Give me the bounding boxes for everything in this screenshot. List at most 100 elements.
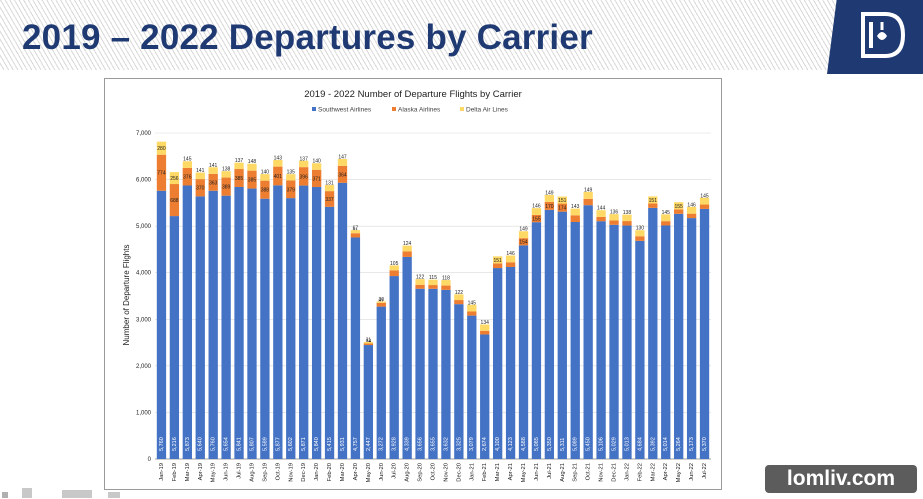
bar-southwest-airlines bbox=[350, 237, 361, 459]
bar-delta-air-lines bbox=[234, 162, 244, 170]
y-tick-label: 5,000 bbox=[136, 224, 152, 230]
bar-value-label: 5,013 bbox=[624, 437, 630, 451]
bar-value-label: 5,873 bbox=[185, 437, 191, 451]
bar-value-label: 5,350 bbox=[547, 437, 553, 451]
bar-southwest-airlines bbox=[686, 218, 697, 459]
bar-alaska-airlines bbox=[544, 201, 555, 210]
x-tick-label: Mar-19 bbox=[185, 463, 191, 481]
bar-value-label: 3,632 bbox=[443, 437, 449, 451]
bar-southwest-airlines bbox=[467, 315, 477, 459]
bar-alaska-airlines bbox=[363, 343, 374, 346]
y-tick-label: 6,000 bbox=[136, 178, 152, 184]
bar-delta-air-lines bbox=[674, 202, 684, 210]
bar-value-label: 371 bbox=[312, 176, 321, 182]
bar-value-label: 5,216 bbox=[172, 437, 178, 451]
bar-southwest-airlines bbox=[363, 345, 374, 459]
chart-legend: Southwest Airlines Alaska Airlines Delta A… bbox=[312, 107, 509, 114]
x-tick-label: Sep-19 bbox=[262, 463, 268, 482]
x-tick-label: Jul-20 bbox=[392, 463, 398, 479]
x-tick-label: Jan-19 bbox=[159, 463, 165, 481]
x-tick-label: Dec-20 bbox=[456, 463, 462, 482]
x-tick-label: Dec-21 bbox=[612, 463, 618, 482]
bar-southwest-airlines bbox=[661, 225, 671, 459]
bar-southwest-airlines bbox=[182, 185, 192, 459]
bar-delta-air-lines bbox=[596, 210, 606, 217]
bar-southwest-airlines bbox=[273, 185, 283, 459]
bar-value-label: 5,871 bbox=[301, 437, 307, 451]
bar-value-label: 145 bbox=[662, 210, 671, 216]
bar-value-label: 4,100 bbox=[495, 437, 501, 451]
bar-value-label: 5,877 bbox=[275, 437, 281, 451]
x-tick-label: Apr-20 bbox=[353, 463, 359, 480]
x-tick-label: Jun-19 bbox=[224, 463, 230, 481]
bar-value-label: 5,370 bbox=[702, 437, 708, 451]
legend-swatch bbox=[460, 107, 464, 111]
bar-delta-air-lines bbox=[260, 174, 270, 181]
y-tick-label: 3,000 bbox=[136, 317, 152, 323]
bar-value-label: 130 bbox=[636, 226, 645, 232]
bar-value-label: 149 bbox=[584, 187, 593, 193]
bar-alaska-airlines bbox=[518, 238, 529, 246]
bar-alaska-airlines bbox=[570, 215, 580, 222]
bar-value-label: 31 bbox=[366, 338, 372, 344]
bar-value-label: 5,640 bbox=[198, 437, 204, 451]
city-seal-logo bbox=[827, 0, 923, 74]
bar-value-label: 3,655 bbox=[430, 437, 436, 451]
bar-value-label: 149 bbox=[519, 227, 528, 233]
bar-value-label: 379 bbox=[287, 187, 296, 193]
bar-southwest-airlines bbox=[441, 289, 451, 459]
y-axis: 0 1,000 2,000 3,000 4,000 5,000 6,000 7,000 bbox=[136, 131, 152, 463]
bar-value-label: 145 bbox=[183, 157, 192, 163]
bar-alaska-airlines bbox=[299, 167, 309, 186]
bar-alaska-airlines bbox=[492, 263, 503, 269]
x-tick-label: Apr-21 bbox=[508, 463, 514, 480]
x-tick-label: Jul-19 bbox=[237, 463, 243, 479]
bar-value-label: 5,760 bbox=[211, 437, 217, 451]
bar-value-label: 141 bbox=[209, 163, 218, 169]
bar-delta-air-lines bbox=[505, 255, 516, 263]
bar-delta-air-lines bbox=[324, 185, 335, 192]
bar-alaska-airlines bbox=[596, 216, 606, 222]
bar-value-label: 2,674 bbox=[482, 437, 488, 451]
bar-value-label: 3,325 bbox=[456, 437, 462, 451]
bar-delta-air-lines bbox=[208, 167, 218, 174]
x-tick-label: Sep-20 bbox=[418, 463, 424, 482]
bar-alaska-airlines bbox=[156, 154, 167, 191]
x-tick-label: Jul-21 bbox=[547, 463, 553, 479]
x-tick-label: Mar-21 bbox=[495, 463, 501, 481]
bar-value-label: 4,339 bbox=[405, 437, 411, 451]
bar-alaska-airlines bbox=[221, 177, 231, 196]
bar-southwest-airlines bbox=[480, 334, 490, 459]
bar-alaska-airlines bbox=[635, 236, 645, 241]
bar-alaska-airlines bbox=[402, 251, 412, 257]
bar-value-label: 151 bbox=[493, 258, 502, 264]
bar-value-label: 688 bbox=[170, 198, 179, 204]
bar-value-label: 155 bbox=[675, 204, 684, 210]
x-tick-label: Oct-21 bbox=[586, 463, 592, 480]
bar-value-label: 389 bbox=[222, 185, 231, 191]
bar-value-label: 3,272 bbox=[379, 437, 385, 451]
bar-southwest-airlines bbox=[415, 288, 425, 459]
bar-southwest-airlines bbox=[286, 198, 296, 459]
bar-alaska-airlines bbox=[699, 204, 710, 209]
bar-delta-air-lines bbox=[622, 214, 632, 222]
bar-value-label: 5,415 bbox=[327, 437, 333, 451]
bar-delta-air-lines bbox=[221, 171, 231, 178]
x-tick-label: Nov-20 bbox=[443, 463, 449, 482]
bar-value-label: 143 bbox=[274, 155, 283, 161]
bar-value-label: 4,757 bbox=[353, 437, 359, 451]
bar-value-label: 151 bbox=[558, 198, 567, 204]
y-tick-label: 2,000 bbox=[136, 364, 152, 370]
bar-value-label: 337 bbox=[325, 197, 334, 203]
bar-delta-air-lines bbox=[273, 159, 283, 167]
bar-value-label: 4,123 bbox=[508, 437, 514, 451]
bar-southwest-airlines bbox=[570, 221, 580, 459]
bar-southwest-airlines bbox=[609, 224, 619, 459]
bar-value-label: 134 bbox=[481, 320, 490, 326]
bar-alaska-airlines bbox=[583, 198, 593, 206]
bar-value-label: 2,447 bbox=[366, 437, 372, 451]
bar-value-label: 146 bbox=[687, 202, 696, 208]
y-tick-label: 4,000 bbox=[136, 271, 152, 277]
bar-southwest-airlines bbox=[531, 222, 542, 459]
bar-value-label: 155 bbox=[532, 217, 541, 223]
